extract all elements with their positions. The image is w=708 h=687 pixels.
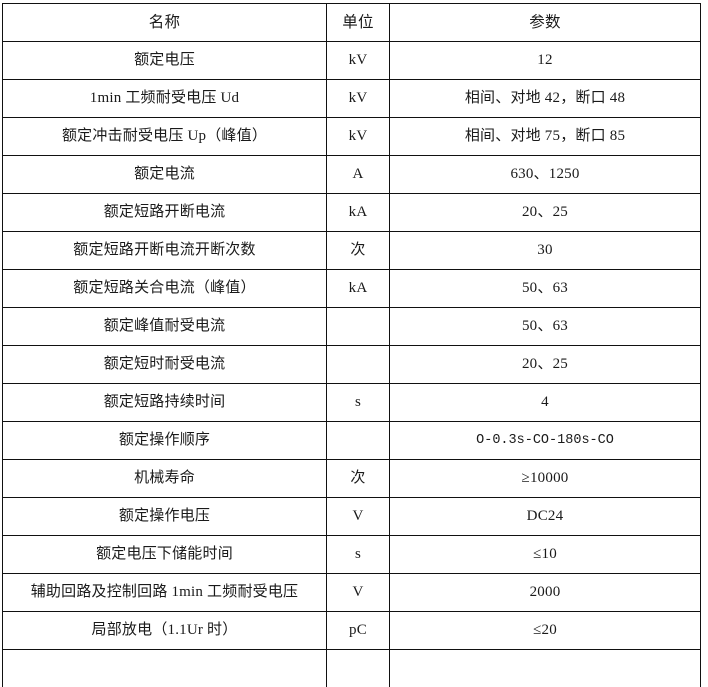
cell-unit: 次 <box>327 232 390 270</box>
cell-unit: V <box>327 574 390 612</box>
cell-unit <box>327 422 390 460</box>
cell-unit: pC <box>327 612 390 650</box>
cell-param: 50、63 <box>390 308 701 346</box>
cell-param <box>390 650 701 687</box>
cell-param: 20、25 <box>390 346 701 384</box>
cell-name: 机械寿命 <box>3 460 327 498</box>
cell-unit: kA <box>327 194 390 232</box>
table-row: 额定峰值耐受电流 50、63 <box>3 308 701 346</box>
table-row: 机械寿命次≥10000 <box>3 460 701 498</box>
cell-name: 额定短路持续时间 <box>3 384 327 422</box>
cell-name <box>3 650 327 687</box>
cell-unit: s <box>327 536 390 574</box>
cell-name: 额定短时耐受电流 <box>3 346 327 384</box>
cell-unit: kV <box>327 42 390 80</box>
cell-param: O-0.3s-CO-180s-CO <box>390 422 701 460</box>
cell-unit: 次 <box>327 460 390 498</box>
cell-param: ≥10000 <box>390 460 701 498</box>
cell-name: 额定短路开断电流 <box>3 194 327 232</box>
cell-unit: kV <box>327 80 390 118</box>
column-header-name: 名称 <box>3 4 327 42</box>
cell-param: ≤20 <box>390 612 701 650</box>
cell-param: 相间、对地 75，断口 85 <box>390 118 701 156</box>
cell-unit: kA <box>327 270 390 308</box>
cell-param: 50、63 <box>390 270 701 308</box>
cell-param: 12 <box>390 42 701 80</box>
cell-param: 4 <box>390 384 701 422</box>
cell-unit <box>327 308 390 346</box>
table-row: 局部放电（1.1Ur 时）pC≤20 <box>3 612 701 650</box>
cell-name: 局部放电（1.1Ur 时） <box>3 612 327 650</box>
cell-param: DC24 <box>390 498 701 536</box>
cell-param: 2000 <box>390 574 701 612</box>
cell-unit: kV <box>327 118 390 156</box>
cell-name: 额定电流 <box>3 156 327 194</box>
cell-unit: s <box>327 384 390 422</box>
table-header: 名称 单位 参数 <box>3 4 701 42</box>
cell-unit: A <box>327 156 390 194</box>
cell-unit <box>327 346 390 384</box>
cell-name: 额定峰值耐受电流 <box>3 308 327 346</box>
cell-name: 额定短路关合电流（峰值） <box>3 270 327 308</box>
table-row: 额定操作顺序 O-0.3s-CO-180s-CO <box>3 422 701 460</box>
cell-name: 1min 工频耐受电压 Ud <box>3 80 327 118</box>
cell-unit: V <box>327 498 390 536</box>
cell-param: 相间、对地 42，断口 48 <box>390 80 701 118</box>
table-row <box>3 650 701 687</box>
cell-name: 辅助回路及控制回路 1min 工频耐受电压 <box>3 574 327 612</box>
cell-name: 额定操作电压 <box>3 498 327 536</box>
cell-name: 额定短路开断电流开断次数 <box>3 232 327 270</box>
column-header-param: 参数 <box>390 4 701 42</box>
header-row: 名称 单位 参数 <box>3 4 701 42</box>
cell-name: 额定操作顺序 <box>3 422 327 460</box>
column-header-unit: 单位 <box>327 4 390 42</box>
cell-name: 额定冲击耐受电压 Up（峰值） <box>3 118 327 156</box>
cell-param: ≤10 <box>390 536 701 574</box>
cell-name: 额定电压 <box>3 42 327 80</box>
cell-param: 30 <box>390 232 701 270</box>
cell-param: 20、25 <box>390 194 701 232</box>
cell-param: 630、1250 <box>390 156 701 194</box>
cell-name: 额定电压下储能时间 <box>3 536 327 574</box>
cell-unit <box>327 650 390 687</box>
table-row: 额定短时耐受电流 20、25 <box>3 346 701 384</box>
